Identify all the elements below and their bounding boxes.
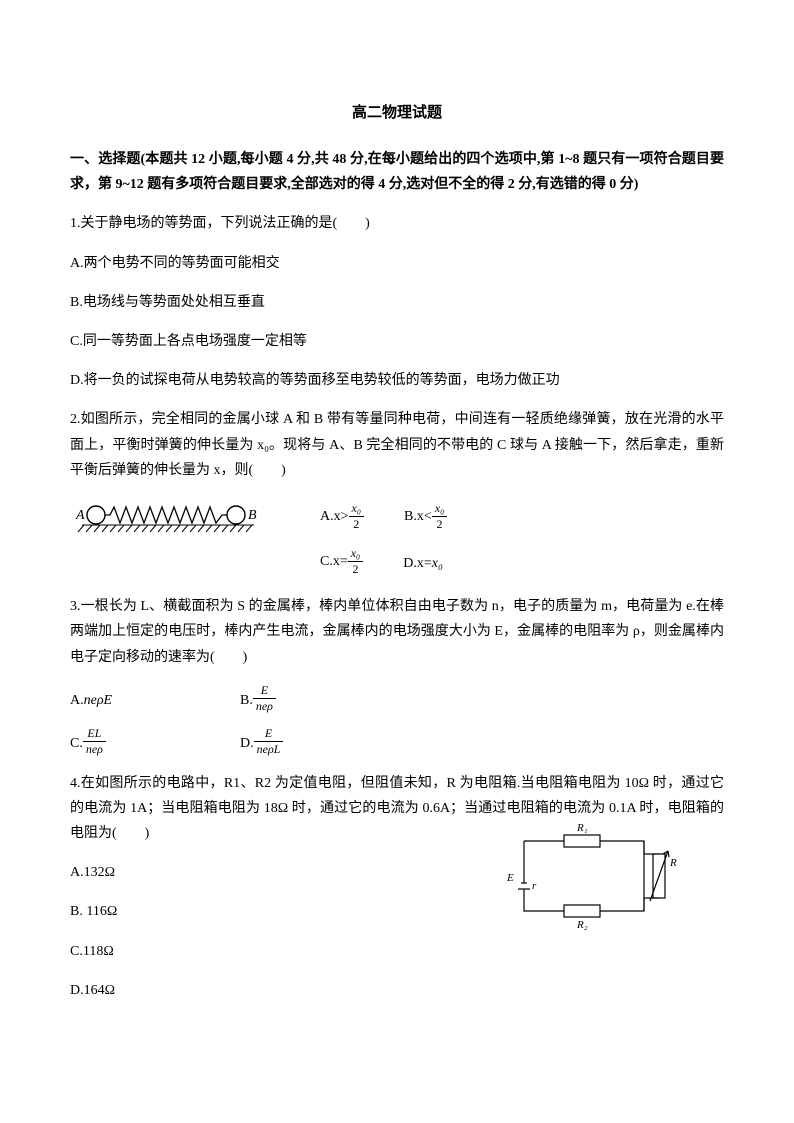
q2-options-top: A.x>x₀2 B.x<x₀2 (320, 502, 447, 531)
q2-c-prefix: C.x= (320, 554, 348, 569)
spring-diagram: A B (70, 497, 270, 537)
label-b: B (248, 508, 257, 523)
frac-num: x₀ (349, 502, 365, 517)
frac-den: 2 (432, 517, 448, 531)
page-title: 高二物理试题 (70, 100, 724, 127)
q2-d-val: x₀ (432, 556, 443, 571)
q2-b-prefix: B.x< (404, 509, 432, 524)
q2-option-c: C.x=x₀2 (320, 547, 363, 576)
label-r2: R₂ (576, 919, 588, 931)
q3-stem: 3.一根长为 L、横截面积为 S 的金属棒，棒内单位体积自由电子数为 n，电子的… (70, 594, 724, 670)
q2-option-a: A.x>x₀2 (320, 502, 364, 531)
q4-option-d: D.164Ω (70, 978, 724, 1003)
q3-a-prefix: A. (70, 688, 84, 713)
frac-den: neρ (253, 699, 276, 713)
frac-den: 2 (349, 517, 365, 531)
frac-den: 2 (348, 562, 364, 576)
label-e: E (506, 872, 514, 884)
label-a: A (75, 508, 85, 523)
q4-block: 4.在如图所示的电路中，R1、R2 为定值电阻，但阻值未知，R 为电阻箱.当电阻… (70, 771, 724, 1003)
q3-option-c: C.ELneρ (70, 727, 240, 756)
q2-a-prefix: A.x> (320, 509, 349, 524)
q4-option-c: C.118Ω (70, 939, 724, 964)
exam-page: 高二物理试题 一、选择题(本题共 12 小题,每小题 4 分,共 48 分,在每… (0, 0, 794, 1123)
q3-a-text: neρE (84, 688, 113, 713)
q3-b-prefix: B. (240, 688, 253, 713)
q3-options-row2: C.ELneρ D.EneρL (70, 727, 724, 756)
frac-den: neρ (83, 742, 106, 756)
q2-option-d: D.x=x₀ (403, 551, 443, 576)
q3-d-prefix: D. (240, 731, 254, 756)
q2-d-prefix: D.x= (403, 556, 432, 571)
q1-stem: 1.关于静电场的等势面，下列说法正确的是( ) (70, 211, 724, 236)
circuit-diagram: R₁ R₂ R E r (504, 821, 684, 931)
q3-option-a: A.neρE (70, 684, 240, 713)
frac-den: neρL (254, 742, 284, 756)
frac-num: EL (83, 727, 106, 742)
frac-num: E (253, 684, 276, 699)
q3-c-prefix: C. (70, 731, 83, 756)
q2-stem: 2.如图所示，完全相同的金属小球 A 和 B 带有等量同种电荷，中间连有一轻质绝… (70, 407, 724, 483)
q1-option-b: B.电场线与等势面处处相互垂直 (70, 290, 724, 315)
q3-option-b: B.Eneρ (240, 684, 410, 713)
section-header: 一、选择题(本题共 12 小题,每小题 4 分,共 48 分,在每小题给出的四个… (70, 147, 724, 197)
q2-diagram-row: A B A.x>x₀2 B.x<x₀2 (70, 497, 724, 537)
label-r1: R₁ (576, 822, 588, 834)
q1-option-a: A.两个电势不同的等势面可能相交 (70, 251, 724, 276)
q1-option-c: C.同一等势面上各点电场强度一定相等 (70, 329, 724, 354)
label-r: R (669, 857, 677, 869)
q2-option-b: B.x<x₀2 (404, 502, 447, 531)
frac-num: x₀ (348, 547, 364, 562)
label-rint: r (532, 880, 537, 892)
frac-num: E (254, 727, 284, 742)
q3-option-d: D.EneρL (240, 727, 410, 756)
q2-options-bottom: C.x=x₀2 D.x=x₀ (320, 547, 724, 576)
q3-options-row1: A.neρE B.Eneρ (70, 684, 724, 713)
frac-num: x₀ (432, 502, 448, 517)
q1-option-d: D.将一负的试探电荷从电势较高的等势面移至电势较低的等势面，电场力做正功 (70, 368, 724, 393)
